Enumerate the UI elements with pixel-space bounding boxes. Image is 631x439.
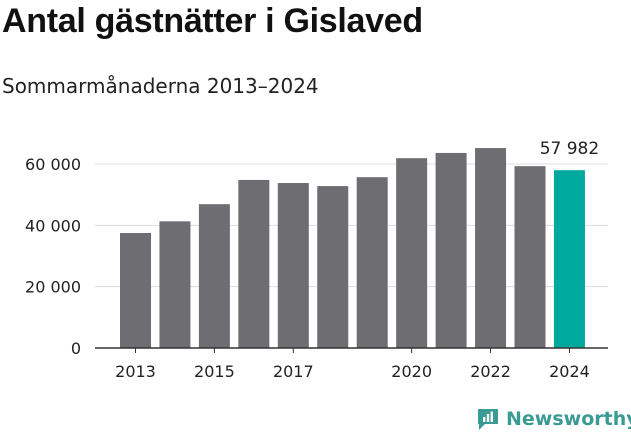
bar — [396, 158, 428, 348]
x-tick-label: 2017 — [273, 362, 314, 381]
brand-name: Newsworthy — [506, 408, 631, 430]
x-tick-label: 2013 — [115, 362, 156, 381]
bar — [475, 148, 507, 348]
bar — [553, 170, 585, 348]
y-tick-label: 60 000 — [25, 155, 81, 174]
bar — [120, 233, 151, 348]
x-tick-label: 2022 — [470, 362, 511, 381]
chart-title: Antal gästnätter i Gislaved — [2, 2, 423, 40]
x-tick-label: 2015 — [194, 362, 235, 381]
y-tick-label: 0 — [71, 339, 81, 358]
bar — [198, 204, 230, 348]
bar — [238, 179, 270, 348]
newsworthy-brand: Newsworthy — [476, 407, 631, 431]
y-tick-label: 20 000 — [25, 278, 81, 297]
bar — [356, 177, 388, 348]
bar-chart: 0 20 000 40 000 60 000 2013 2015 2017 2020 2022 2… — [25, 139, 608, 381]
x-tick-label: 2024 — [549, 362, 590, 381]
x-tick-label: 2020 — [391, 362, 432, 381]
bar — [514, 166, 546, 348]
bar — [435, 152, 467, 348]
bar — [317, 186, 349, 348]
bar — [159, 221, 191, 348]
newsworthy-logo-icon — [478, 409, 498, 430]
bar — [277, 183, 309, 348]
chart-subtitle: Sommarmånaderna 2013–2024 — [2, 74, 319, 98]
y-tick-label: 40 000 — [25, 216, 81, 235]
data-label: 57 982 — [540, 139, 599, 159]
